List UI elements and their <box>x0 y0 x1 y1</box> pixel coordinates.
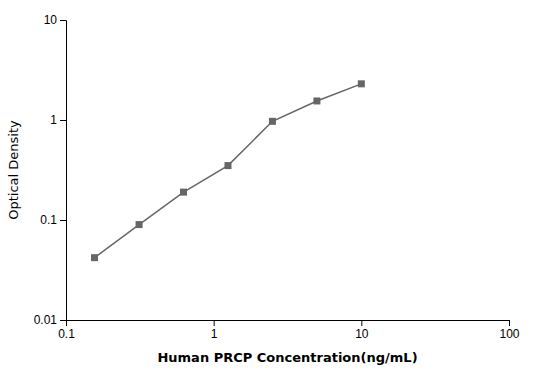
marks <box>91 80 365 261</box>
x-axis-title: Human PRCP Concentration(ng/mL) <box>157 350 417 365</box>
tick-label: 10 <box>355 327 369 341</box>
y-axis-title: Optical Density <box>6 120 21 220</box>
y-axis-line <box>60 21 67 321</box>
tick-mark <box>60 220 66 221</box>
tick-label: 100 <box>499 327 519 341</box>
tick-label: 1 <box>50 113 57 127</box>
tick-mark <box>509 320 510 326</box>
marker <box>224 162 231 169</box>
marker <box>136 221 143 228</box>
chart: 0.11101000.010.1110Human PRCP Concentrat… <box>0 0 533 372</box>
tick: 1 <box>50 113 66 127</box>
y-axis: 0.01 0.1 1 10 <box>34 13 67 327</box>
x-axis: 0.1 1 10 100 <box>58 320 520 341</box>
tick: 10 <box>355 320 369 341</box>
marker <box>180 189 187 196</box>
tick-label: 1 <box>211 327 218 341</box>
tick: 0.1 <box>40 213 66 227</box>
tick: 10 <box>44 13 66 27</box>
tick: 1 <box>211 320 218 341</box>
tick-mark <box>60 120 66 121</box>
marker <box>91 254 98 261</box>
marker <box>358 80 365 87</box>
tick-label: 10 <box>44 13 58 27</box>
marker <box>313 97 320 104</box>
tick-mark <box>214 320 215 326</box>
tick-label: 0.1 <box>58 327 75 341</box>
line <box>95 84 362 258</box>
plot-area: 0.11101000.010.1110Human PRCP Concentrat… <box>6 13 520 365</box>
tick: 0.1 <box>58 320 75 341</box>
tick-label: 0.01 <box>34 313 58 327</box>
tick-mark <box>361 320 362 326</box>
x-axis-line <box>67 321 510 327</box>
marker <box>269 118 276 125</box>
tick: 0.01 <box>34 313 66 327</box>
tick: 100 <box>499 320 519 341</box>
tick-mark <box>60 320 66 321</box>
tick-label: 0.1 <box>40 213 57 227</box>
tick-mark <box>60 20 66 21</box>
